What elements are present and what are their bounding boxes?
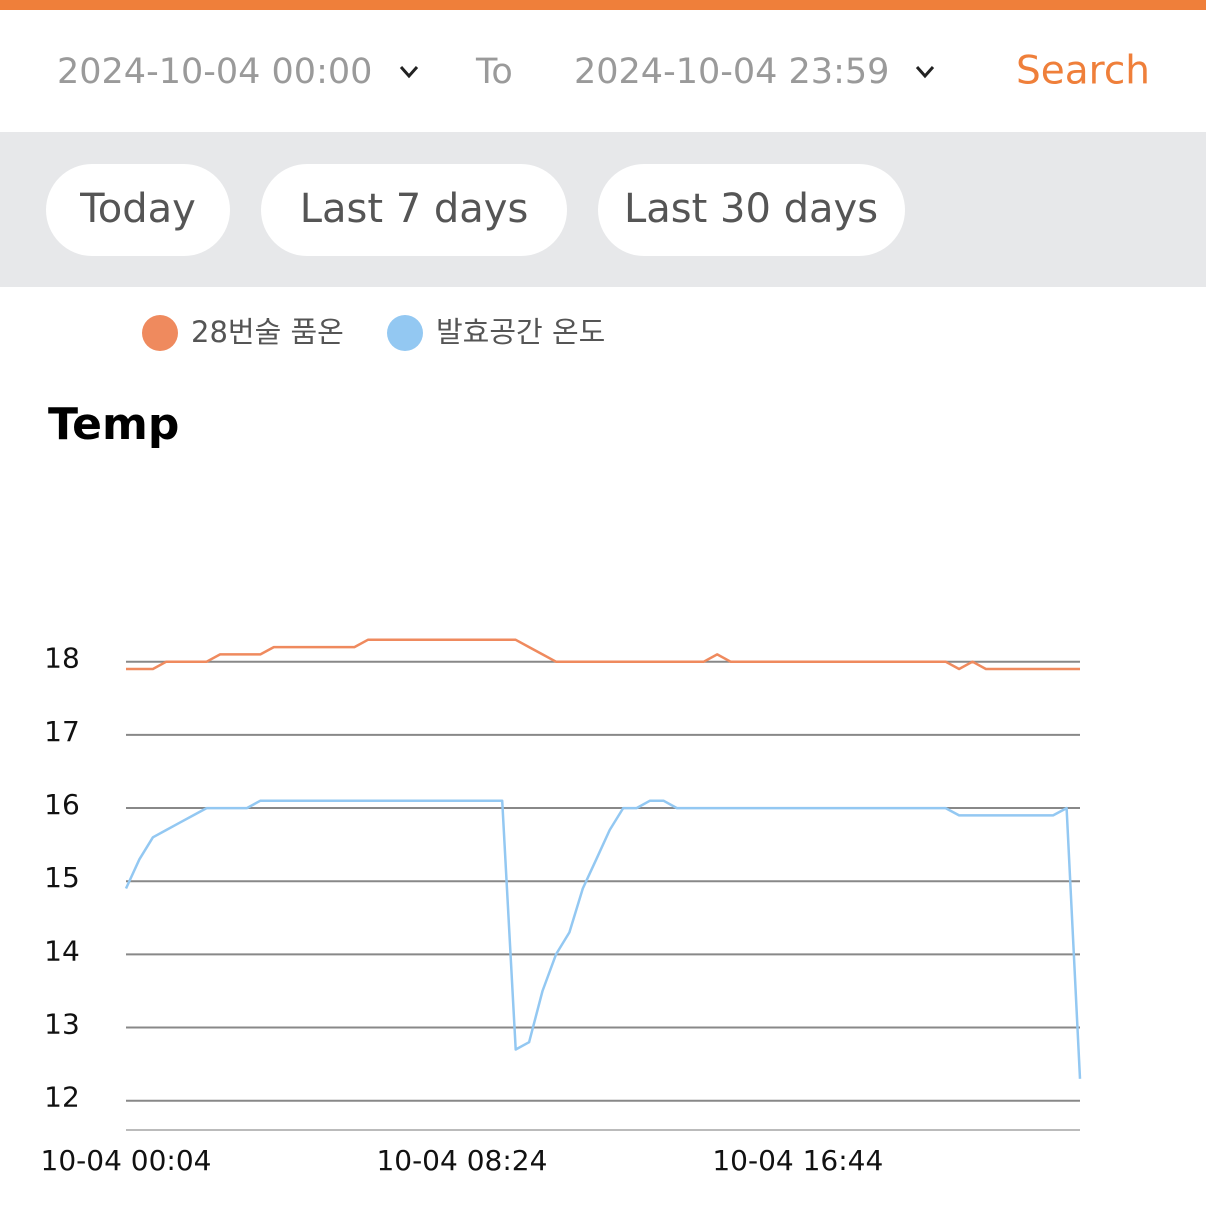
x-tick-label: 10-04 16:44 bbox=[712, 1144, 883, 1177]
end-date-field[interactable]: 2024-10-04 23:59 bbox=[574, 52, 935, 92]
chevron[interactable] bbox=[399, 66, 419, 79]
to-label: To bbox=[475, 52, 513, 92]
legend-marker[interactable] bbox=[387, 315, 423, 351]
y-tick-label: 15 bbox=[44, 861, 80, 894]
chevron[interactable] bbox=[915, 66, 935, 79]
legend-label[interactable]: 28번술 품온 bbox=[191, 315, 344, 349]
pill[interactable] bbox=[46, 164, 230, 256]
last-30-button[interactable]: Last 30 days bbox=[598, 164, 905, 256]
x-tick-label: 10-04 08:24 bbox=[376, 1144, 547, 1177]
start-date-field[interactable]: 2024-10-04 00:00 bbox=[57, 52, 419, 92]
y-tick-label: 14 bbox=[44, 934, 80, 967]
today-button[interactable]: Today bbox=[46, 164, 230, 256]
pill-label[interactable]: Last 7 days bbox=[300, 186, 529, 232]
pill-label[interactable]: Today bbox=[79, 186, 196, 232]
last-7-button[interactable]: Last 7 days bbox=[261, 164, 567, 256]
search-button[interactable]: Search bbox=[1016, 49, 1150, 94]
pill[interactable] bbox=[598, 164, 905, 256]
y-tick-label: 12 bbox=[44, 1081, 80, 1114]
y-tick-label: 18 bbox=[44, 642, 80, 675]
x-tick-label: 10-04 00:04 bbox=[41, 1144, 212, 1177]
chart-title: Temp bbox=[48, 399, 179, 450]
end-date[interactable]: 2024-10-04 23:59 bbox=[574, 52, 889, 92]
y-tick-label: 16 bbox=[44, 788, 80, 821]
top-bar bbox=[0, 0, 1206, 10]
pill[interactable] bbox=[261, 164, 567, 256]
start-date[interactable]: 2024-10-04 00:00 bbox=[57, 52, 372, 92]
legend-label[interactable]: 발효공간 온도 bbox=[436, 315, 605, 349]
series-line bbox=[126, 638, 1080, 671]
pill-label[interactable]: Last 30 days bbox=[624, 186, 878, 232]
series-line bbox=[124, 799, 1082, 1079]
legend-marker[interactable] bbox=[142, 315, 178, 351]
y-tick-label: 17 bbox=[44, 715, 80, 748]
y-tick-label: 13 bbox=[44, 1008, 80, 1041]
